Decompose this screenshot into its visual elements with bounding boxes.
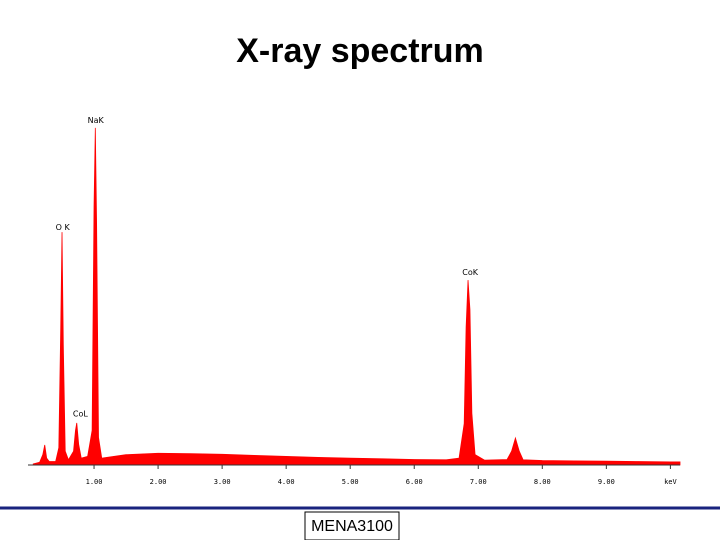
footer-box bbox=[304, 511, 400, 540]
x-tick-label: 2.00 bbox=[150, 478, 167, 486]
x-tick-label: 6.00 bbox=[406, 478, 423, 486]
x-tick-label: 5.00 bbox=[342, 478, 359, 486]
peak-label: CoL bbox=[73, 409, 88, 418]
peak-label: O K bbox=[56, 223, 71, 232]
spectrum-area bbox=[32, 127, 681, 466]
peak-label: CoK bbox=[462, 268, 478, 277]
x-tick-label: 3.00 bbox=[214, 478, 231, 486]
x-tick-label: 1.00 bbox=[86, 478, 103, 486]
x-tick-label: 7.00 bbox=[470, 478, 487, 486]
slide-title: X-ray spectrum bbox=[236, 32, 484, 70]
x-tick-label: keV bbox=[664, 478, 677, 486]
footer-text: MENA3100 bbox=[311, 518, 393, 535]
x-tick-label: 9.00 bbox=[598, 478, 615, 486]
x-tick-label: 4.00 bbox=[278, 478, 295, 486]
x-tick-label: 8.00 bbox=[534, 478, 551, 486]
peak-label: NaK bbox=[88, 116, 105, 125]
